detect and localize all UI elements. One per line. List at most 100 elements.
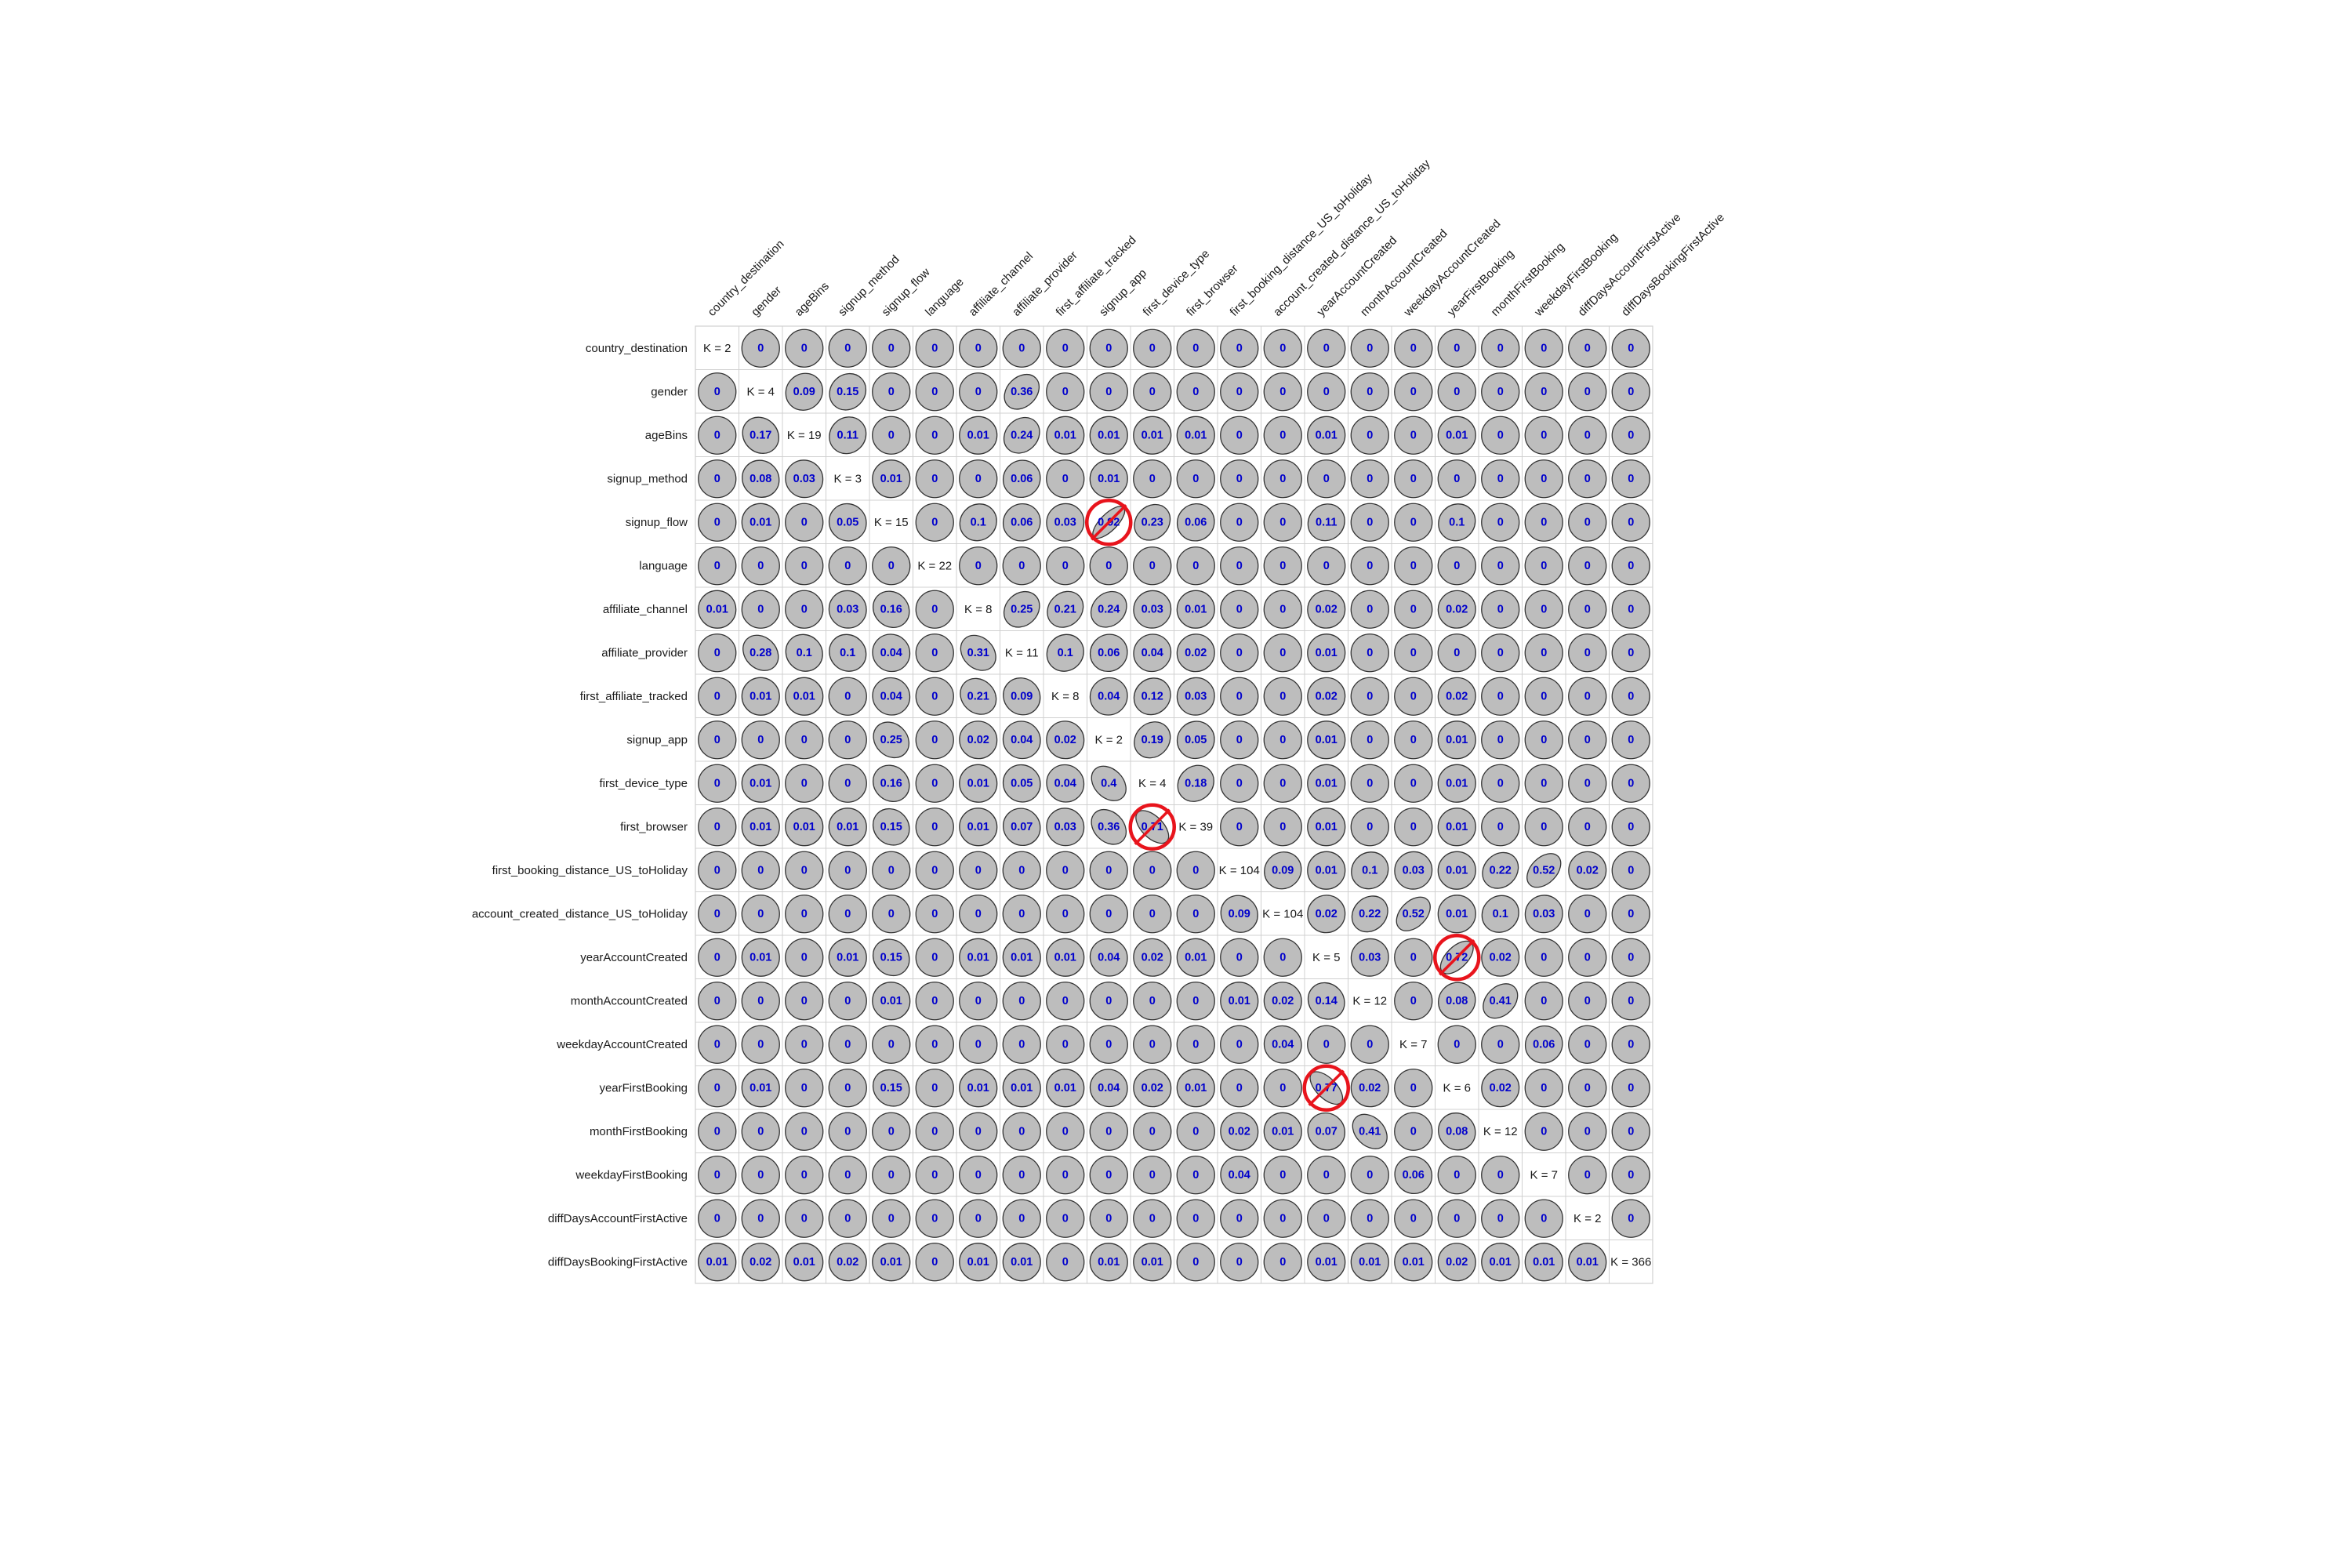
association-value: 0 — [844, 1038, 851, 1051]
heatmap-cell: 0 — [785, 503, 824, 542]
association-value: 0.01 — [793, 690, 815, 702]
heatmap-cell: 0.36 — [1091, 808, 1127, 845]
association-value: 0 — [1149, 560, 1156, 572]
heatmap-cell: 0 — [785, 1025, 824, 1064]
heatmap-cell: 0.01 — [698, 1243, 737, 1282]
association-ellipse — [1220, 503, 1259, 542]
heatmap-cell: 0 — [698, 1069, 737, 1108]
heatmap-cell: 0 — [1611, 851, 1650, 890]
association-value: 0 — [1236, 473, 1243, 485]
association-ellipse — [1133, 416, 1172, 455]
association-ellipse — [828, 895, 867, 934]
heatmap-cell: 0.1 — [829, 633, 867, 672]
association-ellipse — [1089, 938, 1128, 977]
association-ellipse — [698, 590, 737, 629]
heatmap-cell: 0 — [1220, 1025, 1259, 1064]
heatmap-cell: 0.01 — [1307, 416, 1346, 455]
association-value: 0.04 — [1098, 690, 1120, 702]
association-value: 0 — [1367, 1212, 1373, 1225]
association-ellipse — [1046, 720, 1085, 760]
association-value: 0 — [1279, 690, 1286, 702]
association-value: 0 — [1062, 342, 1069, 354]
association-value: 0 — [1018, 560, 1025, 572]
heatmap-cell: 0 — [1394, 503, 1433, 542]
association-value: 0 — [1497, 647, 1504, 659]
heatmap-cell: 0 — [1394, 808, 1433, 847]
association-value: 0 — [1236, 821, 1243, 833]
heatmap-cell: 0 — [828, 328, 867, 368]
association-value: 0 — [1410, 1125, 1417, 1138]
association-value: 0 — [1410, 647, 1417, 659]
association-value: 0.52 — [1533, 864, 1555, 877]
association-ellipse — [872, 982, 911, 1021]
association-ellipse — [1220, 677, 1259, 716]
association-value: 0.01 — [1185, 603, 1207, 615]
association-ellipse — [698, 1243, 737, 1282]
association-value: 0 — [714, 777, 720, 789]
association-ellipse — [1089, 1199, 1128, 1238]
heatmap-cell: 0.01 — [828, 808, 867, 847]
association-value: 0 — [931, 1212, 938, 1225]
association-value: 0 — [888, 908, 895, 920]
row-label: yearFirstBooking — [599, 1081, 688, 1094]
heatmap-cell: 0 — [1568, 546, 1607, 586]
heatmap-cell: 0.03 — [1046, 503, 1085, 542]
association-ellipse — [1089, 895, 1128, 934]
association-ellipse — [1046, 459, 1085, 499]
heatmap-cell: 0 — [1611, 1156, 1650, 1195]
heatmap-cell: 0 — [1046, 1025, 1085, 1064]
association-value: 0 — [1367, 429, 1373, 441]
heatmap-cell: 0 — [872, 1025, 911, 1064]
heatmap-cell: 0 — [1568, 459, 1607, 499]
heatmap-cell: 0 — [1263, 1069, 1302, 1108]
association-ellipse — [1046, 416, 1085, 455]
association-ellipse — [1133, 1199, 1172, 1238]
association-value: 0 — [931, 1125, 938, 1138]
association-value: 0.01 — [967, 1082, 989, 1094]
association-ellipse — [1220, 633, 1259, 673]
diagonal-level-count: K = 11 — [1005, 646, 1039, 659]
association-ellipse — [1263, 1069, 1302, 1108]
association-value: 0.01 — [880, 995, 902, 1007]
association-value: 0 — [1628, 690, 1634, 702]
association-value: 0.01 — [750, 777, 771, 789]
association-ellipse — [1394, 328, 1433, 368]
association-value: 0.05 — [837, 516, 858, 528]
association-ellipse — [1307, 1243, 1346, 1282]
association-ellipse — [1133, 546, 1172, 586]
heatmap-cell: 0 — [1220, 1199, 1259, 1238]
association-ellipse — [785, 1025, 824, 1064]
heatmap-cell: 0 — [1394, 720, 1433, 760]
association-ellipse — [1568, 546, 1607, 586]
heatmap-cell: 0 — [1089, 1112, 1128, 1151]
association-value: 0 — [1192, 1256, 1199, 1269]
heatmap-cell: 0 — [1046, 1112, 1085, 1151]
heatmap-cell: 0.01 — [872, 459, 911, 499]
association-ellipse — [698, 372, 737, 412]
association-ellipse — [698, 808, 737, 847]
association-ellipse — [1091, 808, 1127, 845]
heatmap-cell: 0.01 — [1437, 720, 1476, 760]
association-value: 0 — [1497, 1169, 1504, 1181]
association-value: 0.01 — [1054, 429, 1076, 441]
association-ellipse — [698, 1025, 737, 1064]
heatmap-cell: 0 — [1568, 764, 1607, 803]
association-value: 0.06 — [1011, 516, 1033, 528]
association-ellipse — [1307, 1156, 1346, 1195]
heatmap-cell: 0.01 — [741, 808, 780, 847]
association-ellipse — [1133, 633, 1172, 673]
heatmap-cell: 0.02 — [1350, 1069, 1389, 1108]
association-ellipse — [698, 503, 737, 542]
heatmap-cell: K = 8 — [1051, 690, 1079, 703]
heatmap-cell: 0 — [828, 677, 867, 716]
association-value: 0.02 — [1185, 647, 1207, 659]
heatmap-cell: 0 — [959, 328, 998, 368]
heatmap-cell: 0.01 — [1089, 1243, 1128, 1282]
association-value: 0.04 — [880, 690, 902, 702]
association-value: 0 — [1192, 386, 1199, 398]
association-value: 0 — [931, 1256, 938, 1269]
association-ellipse — [828, 808, 867, 847]
heatmap-cell: 0.01 — [1307, 633, 1346, 673]
association-value: 0 — [1367, 1038, 1373, 1051]
association-ellipse — [828, 1199, 867, 1238]
